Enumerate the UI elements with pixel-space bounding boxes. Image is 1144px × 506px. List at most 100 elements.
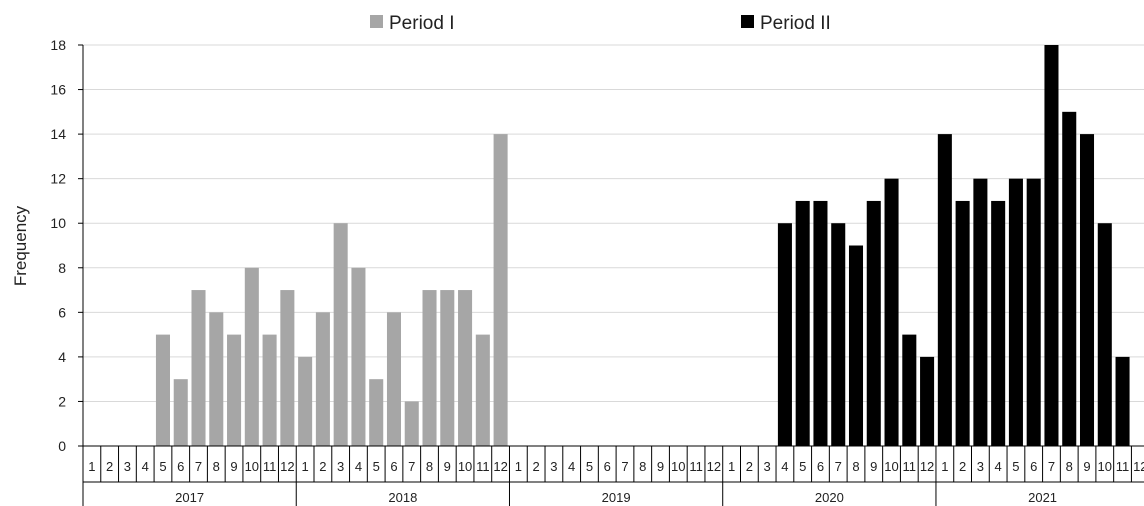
bar-period-1: [404, 401, 419, 446]
bar-period-1: [155, 334, 170, 446]
month-tick-label: 11: [903, 459, 917, 474]
month-tick-label: 9: [1083, 459, 1090, 474]
bar-period-1: [244, 267, 259, 446]
month-tick-label: 1: [88, 459, 95, 474]
bar-period-2: [991, 200, 1006, 446]
month-tick-label: 10: [1098, 459, 1112, 474]
month-tick-label: 9: [657, 459, 664, 474]
bar-period-1: [333, 223, 348, 446]
month-tick-label: 8: [852, 459, 859, 474]
month-tick-label: 6: [604, 459, 611, 474]
bar-period-1: [351, 267, 366, 446]
bar-period-2: [1026, 178, 1041, 447]
y-tick-label: 4: [58, 349, 66, 365]
month-tick-label: 2: [533, 459, 540, 474]
month-tick-label: 8: [426, 459, 433, 474]
month-tick-label: 6: [1030, 459, 1037, 474]
bar-period-1: [298, 356, 313, 446]
month-tick-label: 6: [390, 459, 397, 474]
legend: Period I Period II: [370, 13, 831, 34]
month-tick-label: 10: [884, 459, 898, 474]
month-tick-label: 3: [337, 459, 344, 474]
month-tick-label: 5: [799, 459, 806, 474]
month-tick-label: 1: [515, 459, 522, 474]
month-tick-label: 11: [1116, 459, 1130, 474]
month-tick-label: 12: [920, 459, 934, 474]
bar-period-1: [191, 290, 206, 446]
bar-period-2: [813, 200, 828, 446]
month-tick-label: 6: [177, 459, 184, 474]
bar-period-2: [1062, 111, 1077, 446]
bar-period-1: [458, 290, 473, 446]
month-tick-label: 5: [1012, 459, 1019, 474]
bar-period-2: [1008, 178, 1023, 447]
y-tick-label: 8: [58, 260, 66, 276]
month-tick-label: 4: [781, 459, 788, 474]
bar-period-2: [937, 134, 952, 447]
bar-period-1: [422, 290, 437, 446]
bar-period-1: [280, 290, 295, 446]
bar-period-2: [866, 200, 881, 446]
y-tick-label: 16: [50, 82, 66, 98]
bar-period-2: [795, 200, 810, 446]
y-tick-label: 14: [50, 126, 66, 142]
month-tick-label: 4: [568, 459, 575, 474]
bar-period-1: [493, 134, 508, 447]
month-tick-label: 7: [1048, 459, 1055, 474]
bar-period-1: [227, 334, 242, 446]
month-tick-label: 9: [870, 459, 877, 474]
year-label: 2018: [388, 490, 417, 505]
month-tick-label: 3: [977, 459, 984, 474]
year-label: 2021: [1028, 490, 1057, 505]
y-tick-label: 0: [58, 438, 66, 454]
month-tick-label: 12: [707, 459, 721, 474]
bar-period-1: [209, 312, 224, 446]
month-tick-label: 3: [124, 459, 131, 474]
month-tick-label: 4: [995, 459, 1002, 474]
month-tick-label: 3: [550, 459, 557, 474]
month-tick-label: 8: [639, 459, 646, 474]
bar-period-2: [920, 356, 935, 446]
bar-period-2: [1115, 356, 1130, 446]
month-tick-label: 11: [689, 459, 703, 474]
month-tick-label: 10: [245, 459, 259, 474]
y-tick-label: 18: [50, 37, 66, 53]
month-tick-label: 7: [621, 459, 628, 474]
month-tick-label: 2: [319, 459, 326, 474]
bar-period-1: [173, 379, 188, 446]
month-tick-label: 12: [280, 459, 294, 474]
month-tick-label: 7: [408, 459, 415, 474]
bar-period-1: [386, 312, 401, 446]
y-tick-label: 12: [50, 171, 66, 187]
bar-period-1: [315, 312, 330, 446]
bar-period-2: [848, 245, 864, 446]
month-tick-label: 10: [458, 459, 472, 474]
y-tick-label: 10: [50, 215, 66, 231]
month-tick-label: 3: [764, 459, 771, 474]
month-tick-label: 2: [746, 459, 753, 474]
month-tick-label: 9: [444, 459, 451, 474]
legend-label-period-2: Period II: [760, 13, 831, 34]
year-label: 2017: [175, 490, 204, 505]
y-tick-label: 2: [58, 393, 66, 409]
legend-label-period-1: Period I: [389, 13, 454, 34]
month-tick-label: 11: [476, 459, 490, 474]
legend-swatch-period-1: [370, 15, 383, 28]
month-tick-label: 12: [493, 459, 507, 474]
bar-period-1: [440, 290, 455, 446]
bar-period-1: [262, 334, 277, 446]
bar-period-2: [884, 178, 899, 447]
bar-period-2: [902, 334, 917, 446]
month-tick-label: 8: [1066, 459, 1073, 474]
month-tick-label: 10: [671, 459, 685, 474]
month-tick-label: 1: [302, 459, 309, 474]
month-tick-label: 8: [213, 459, 220, 474]
bar-period-2: [973, 178, 988, 447]
bar-period-2: [1044, 45, 1059, 446]
bar-period-2: [1097, 223, 1112, 446]
year-label: 2019: [602, 490, 631, 505]
month-tick-label: 5: [159, 459, 166, 474]
bar-period-1: [369, 379, 384, 446]
